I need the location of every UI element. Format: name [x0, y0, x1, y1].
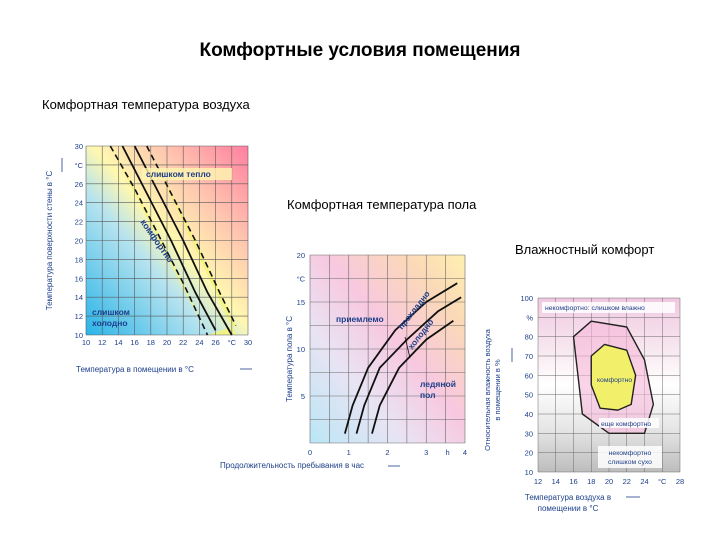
- humid-label-bg: [542, 302, 675, 313]
- y-tick-label: 5: [301, 392, 305, 401]
- region-label-too-humid: некомфортно: слишком влажно: [545, 305, 645, 312]
- x-tick-label: 3: [424, 448, 428, 457]
- range-arrow: [404, 336, 411, 359]
- x-tick-label: °С: [658, 477, 667, 486]
- y-tick-label: %: [526, 313, 533, 322]
- y-tick-label: 70: [525, 352, 533, 361]
- region-label-too-dry-1: некомфортно: [609, 450, 652, 457]
- humidity-comfort-chart: 12 14 16 18 20 22 24 °С 28 100% 80 70 60 50 40 30 20 10 От…: [483, 294, 684, 513]
- y-tick-label: 14: [75, 293, 83, 302]
- region-label-too-warm: слишком тепло: [146, 169, 211, 179]
- dry-label-bg: [598, 446, 662, 468]
- still-comfort-label-bg: [599, 418, 659, 428]
- y-axis-label-1: Относительная влажность воздуха: [483, 328, 492, 450]
- x-tick-label: 22: [179, 338, 187, 347]
- y-axis-label: Температура пола в °С: [285, 316, 294, 402]
- caption-humidity-comfort: Влажностный комфорт: [515, 242, 655, 257]
- y-tick-label: 10: [525, 468, 533, 477]
- y-tick-label: 30: [75, 142, 83, 151]
- x-tick-label: 24: [195, 338, 203, 347]
- x-tick-label: 18: [587, 477, 595, 486]
- y-tick-label: 12: [75, 312, 83, 321]
- x-tick-label: 18: [147, 338, 155, 347]
- y-tick-label: 100: [520, 294, 533, 303]
- x-tick-label: 1: [347, 448, 351, 457]
- x-tick-label: 16: [569, 477, 577, 486]
- y-tick-label: 30: [525, 429, 533, 438]
- region-label-icy-1: ледяной: [420, 379, 456, 389]
- x-tick-label: 16: [130, 338, 138, 347]
- y-tick-label: 20: [297, 251, 305, 260]
- y-tick-label: 24: [75, 199, 83, 208]
- y-tick-label: 80: [525, 333, 533, 342]
- floor-temperature-chart: 0 1 2 3 h 4 20 °С 15 10 5 Температура пола в °С Прод…: [220, 251, 467, 470]
- x-tick-label: 0: [308, 448, 312, 457]
- x-axis-label-2: помещении в °С: [538, 504, 599, 513]
- x-tick-label: 26: [211, 338, 219, 347]
- series-line: [355, 296, 462, 434]
- x-tick-label: 22: [623, 477, 631, 486]
- x-tick-label: h: [445, 448, 449, 457]
- y-tick-label: 20: [525, 449, 533, 458]
- y-tick-label: °С: [75, 161, 84, 170]
- x-tick-label: 4: [463, 448, 467, 457]
- y-tick-label: 10: [75, 331, 83, 340]
- x-axis-label-1: Температура воздуха в: [525, 493, 611, 502]
- x-tick-label: °С: [228, 338, 237, 347]
- region-label-comfortable: комфортно: [597, 377, 632, 384]
- region-label-acceptable: приемлемо: [336, 314, 384, 324]
- region-label-icy-2: пол: [420, 390, 436, 400]
- page-title: Комфортные условия помещения: [199, 40, 521, 61]
- x-tick-label: 20: [605, 477, 613, 486]
- x-tick-label: 14: [114, 338, 122, 347]
- x-tick-label: 14: [552, 477, 560, 486]
- y-tick-label: 15: [297, 298, 305, 307]
- y-tick-label: 40: [525, 410, 533, 419]
- series-line: [371, 320, 454, 434]
- x-tick-label: 2: [385, 448, 389, 457]
- comfort-zone: [590, 343, 637, 411]
- hot-label-bg: [142, 168, 232, 180]
- region-label-still-comfortable: еще комфортно: [601, 421, 651, 428]
- y-tick-label: 20: [75, 237, 83, 246]
- x-axis-label: Продолжительность пребывания в час: [220, 461, 364, 470]
- y-axis-label-2: в помещении в %: [493, 359, 502, 421]
- x-axis-label: Температура в помещении в °С: [76, 365, 194, 374]
- y-axis-label: Температура поверхности стены в °С: [45, 171, 54, 311]
- x-tick-label: 24: [640, 477, 648, 486]
- series-line: [121, 145, 217, 331]
- x-tick-label: 10: [82, 338, 90, 347]
- x-tick-label: 20: [163, 338, 171, 347]
- air-temperature-chart: 10 12 14 16 18 20 22 24 26 °С 30 10 12 14 16 18 20 22 24 26…: [45, 142, 252, 374]
- x-tick-label: 12: [534, 477, 542, 486]
- x-tick-label: 28: [676, 477, 684, 486]
- series-line: [344, 282, 458, 434]
- x-tick-label: 30: [244, 338, 252, 347]
- y-tick-label: 22: [75, 218, 83, 227]
- y-tick-label: 50: [525, 391, 533, 400]
- series-line: [109, 145, 209, 336]
- y-tick-label: °С: [297, 275, 306, 284]
- y-tick-label: 60: [525, 371, 533, 380]
- caption-floor-temperature: Комфортная температура пола: [287, 197, 477, 212]
- y-tick-label: 10: [297, 345, 305, 354]
- x-tick-label: 12: [98, 338, 106, 347]
- region-label-too-cold-1: слишком: [92, 307, 130, 317]
- y-tick-label: 18: [75, 255, 83, 264]
- region-label-too-dry-2: слишком сухо: [608, 459, 652, 466]
- y-tick-label: 26: [75, 180, 83, 189]
- region-label-too-cold-2: холодно: [92, 318, 128, 328]
- caption-air-temperature: Комфортная температура воздуха: [42, 97, 250, 112]
- y-tick-label: 16: [75, 274, 83, 283]
